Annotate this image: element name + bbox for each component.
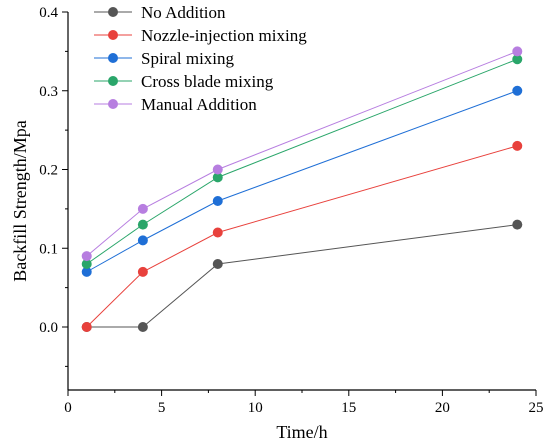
legend-label: Nozzle-injection mixing bbox=[141, 26, 307, 45]
x-tick-label: 15 bbox=[341, 400, 356, 416]
series-1 bbox=[81, 140, 523, 332]
data-point bbox=[137, 219, 148, 230]
x-tick-label: 0 bbox=[64, 400, 72, 416]
x-tick-label: 10 bbox=[248, 400, 263, 416]
legend-marker bbox=[108, 30, 118, 40]
data-point bbox=[81, 322, 92, 332]
data-point bbox=[137, 266, 148, 277]
legend-item: Cross blade mixing bbox=[94, 72, 274, 91]
series-3 bbox=[81, 54, 523, 269]
y-tick-label: 0.4 bbox=[39, 5, 58, 21]
series-layer bbox=[81, 46, 523, 332]
data-point bbox=[81, 259, 92, 269]
series-0 bbox=[81, 219, 523, 332]
data-point bbox=[512, 46, 523, 57]
x-ticks: 0 5 10 15 20 25 bbox=[64, 390, 544, 416]
data-point bbox=[212, 227, 223, 238]
series-4 bbox=[81, 46, 523, 262]
data-point bbox=[81, 251, 92, 262]
x-tick-label: 20 bbox=[435, 400, 450, 416]
data-point bbox=[512, 219, 523, 230]
legend: No Addition Nozzle-injection mixing Spiral… bbox=[94, 3, 307, 114]
series-line bbox=[86, 90, 518, 273]
data-point bbox=[137, 235, 148, 246]
data-point bbox=[81, 266, 92, 277]
legend-label: Cross blade mixing bbox=[141, 72, 274, 91]
series-line bbox=[86, 224, 518, 328]
legend-item: No Addition bbox=[94, 3, 226, 22]
data-point bbox=[212, 259, 223, 269]
y-axis-title: Backfill Strength/Mpa bbox=[10, 120, 30, 281]
data-point bbox=[512, 140, 523, 151]
plot-frame bbox=[67, 12, 536, 391]
series-2 bbox=[81, 85, 523, 277]
data-point bbox=[137, 322, 148, 332]
series-line bbox=[86, 50, 518, 257]
data-point bbox=[512, 54, 523, 65]
y-tick-label: 0.3 bbox=[39, 84, 58, 100]
legend-marker bbox=[108, 53, 118, 63]
data-point bbox=[212, 164, 223, 175]
data-point bbox=[212, 196, 223, 206]
data-point bbox=[212, 172, 223, 183]
x-tick-label: 5 bbox=[158, 400, 166, 416]
legend-marker bbox=[108, 7, 118, 17]
legend-label: No Addition bbox=[141, 3, 226, 22]
y-ticks: 0.0 0.1 0.2 0.3 0.4 bbox=[39, 5, 68, 367]
data-point bbox=[137, 203, 148, 214]
series-line bbox=[86, 58, 518, 265]
y-tick-label: 0.0 bbox=[39, 320, 58, 336]
legend-label: Manual Addition bbox=[141, 95, 257, 114]
y-tick-label: 0.1 bbox=[39, 241, 58, 257]
y-tick-label: 0.2 bbox=[39, 163, 58, 179]
legend-marker bbox=[108, 76, 118, 86]
legend-label: Spiral mixing bbox=[141, 49, 235, 68]
legend-item: Nozzle-injection mixing bbox=[94, 26, 307, 45]
x-axis-title: Time/h bbox=[276, 422, 327, 442]
legend-marker bbox=[108, 99, 118, 109]
series-line bbox=[86, 145, 518, 328]
x-tick-label: 25 bbox=[529, 400, 544, 416]
data-point bbox=[512, 85, 523, 96]
legend-item: Spiral mixing bbox=[94, 49, 235, 68]
legend-item: Manual Addition bbox=[94, 95, 257, 114]
